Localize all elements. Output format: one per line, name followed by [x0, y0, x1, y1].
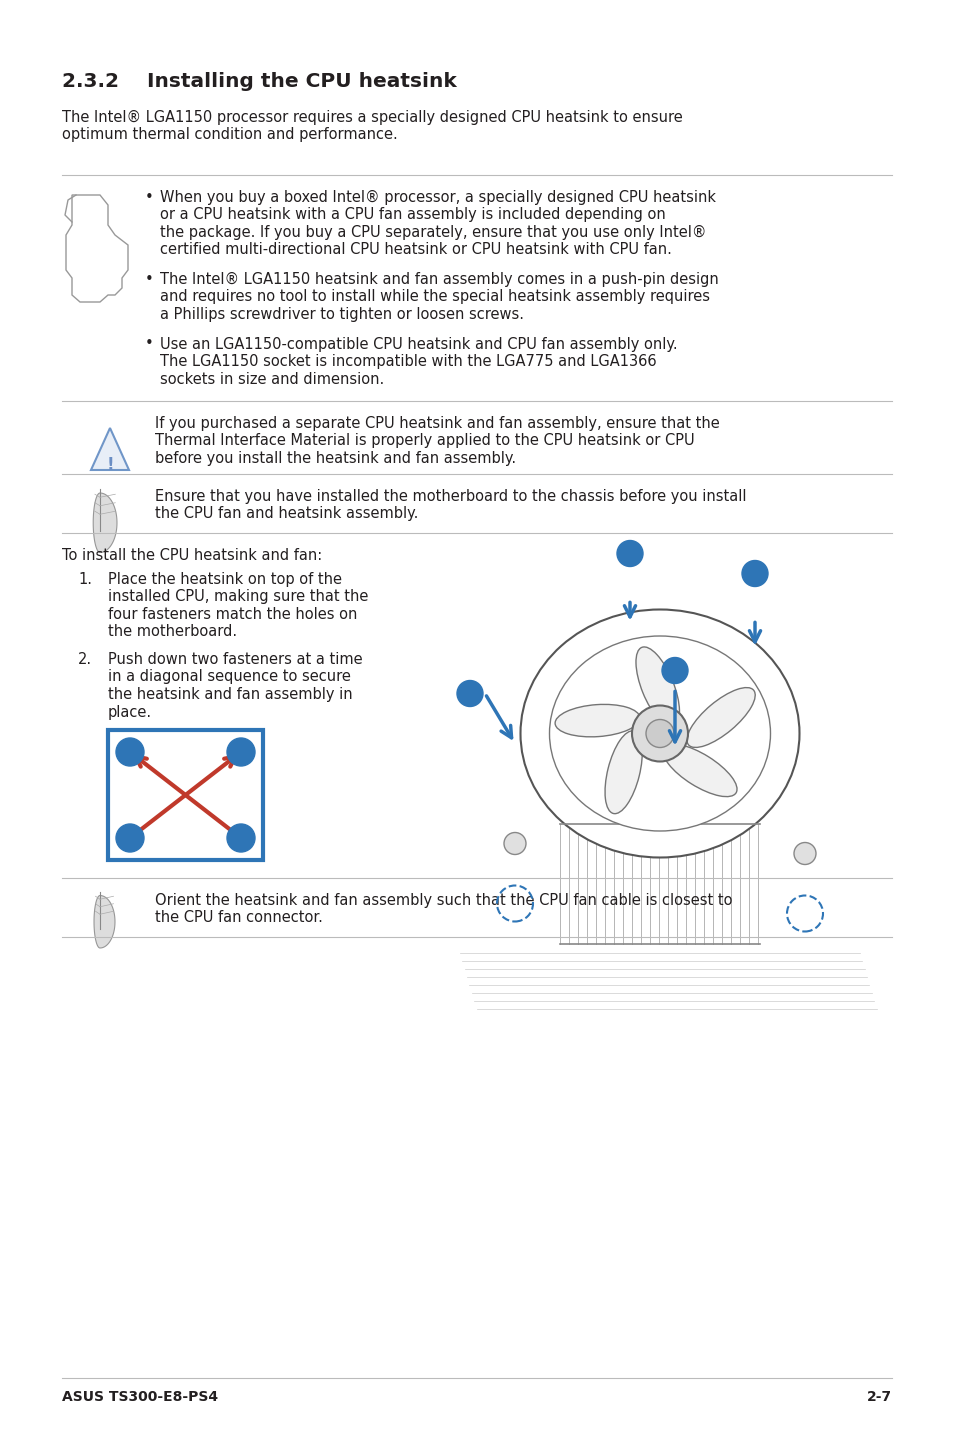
- Text: B: B: [236, 756, 245, 769]
- Text: four fasteners match the holes on: four fasteners match the holes on: [108, 607, 357, 623]
- Text: B: B: [750, 578, 759, 591]
- Text: The LGA1150 socket is incompatible with the LGA775 and LGA1366: The LGA1150 socket is incompatible with …: [160, 354, 656, 370]
- Circle shape: [227, 824, 254, 851]
- Ellipse shape: [662, 743, 737, 797]
- Ellipse shape: [555, 705, 639, 736]
- Polygon shape: [91, 429, 129, 470]
- Text: •: •: [145, 190, 153, 206]
- Polygon shape: [94, 896, 115, 948]
- Text: the motherboard.: the motherboard.: [108, 624, 237, 640]
- Text: B: B: [126, 843, 134, 856]
- Text: 2.3.2    Installing the CPU heatsink: 2.3.2 Installing the CPU heatsink: [62, 72, 456, 91]
- Text: A: A: [125, 756, 134, 769]
- Circle shape: [645, 719, 673, 748]
- Text: sockets in size and dimension.: sockets in size and dimension.: [160, 371, 384, 387]
- Text: B: B: [465, 699, 474, 712]
- Text: certified multi-directional CPU heatsink or CPU heatsink with CPU fan.: certified multi-directional CPU heatsink…: [160, 243, 671, 257]
- Bar: [108, 731, 263, 860]
- Circle shape: [617, 541, 642, 567]
- Text: Push down two fasteners at a time: Push down two fasteners at a time: [108, 651, 362, 667]
- Text: place.: place.: [108, 705, 152, 719]
- Text: •: •: [145, 336, 153, 351]
- Text: ASUS TS300-E8-PS4: ASUS TS300-E8-PS4: [62, 1391, 218, 1403]
- Text: installed CPU, making sure that the: installed CPU, making sure that the: [108, 590, 368, 604]
- Text: A: A: [625, 558, 634, 571]
- Text: 2-7: 2-7: [866, 1391, 891, 1403]
- Circle shape: [631, 706, 687, 762]
- Text: Ensure that you have installed the motherboard to the chassis before you install: Ensure that you have installed the mothe…: [154, 489, 745, 521]
- Text: 1.: 1.: [78, 572, 91, 587]
- Circle shape: [793, 843, 815, 864]
- Text: Place the heatsink on top of the: Place the heatsink on top of the: [108, 572, 341, 587]
- Circle shape: [741, 561, 767, 587]
- Text: A: A: [236, 843, 245, 856]
- Text: •: •: [145, 272, 153, 288]
- Circle shape: [661, 657, 687, 683]
- Text: Orient the heatsink and fan assembly such that the CPU fan cable is closest to
t: Orient the heatsink and fan assembly suc…: [154, 893, 732, 926]
- Text: A: A: [670, 676, 679, 689]
- Circle shape: [456, 680, 482, 706]
- Text: When you buy a boxed Intel® processor, a specially designed CPU heatsink: When you buy a boxed Intel® processor, a…: [160, 190, 716, 206]
- Text: !: !: [106, 456, 113, 475]
- Circle shape: [116, 824, 144, 851]
- Ellipse shape: [636, 647, 679, 726]
- Ellipse shape: [520, 610, 799, 857]
- Ellipse shape: [604, 731, 641, 814]
- Text: or a CPU heatsink with a CPU fan assembly is included depending on: or a CPU heatsink with a CPU fan assembl…: [160, 207, 665, 223]
- Ellipse shape: [686, 687, 755, 748]
- Circle shape: [503, 833, 525, 854]
- Circle shape: [116, 738, 144, 766]
- Text: a Phillips screwdriver to tighten or loosen screws.: a Phillips screwdriver to tighten or loo…: [160, 306, 523, 322]
- Text: Use an LGA1150-compatible CPU heatsink and CPU fan assembly only.: Use an LGA1150-compatible CPU heatsink a…: [160, 336, 677, 351]
- Text: The Intel® LGA1150 processor requires a specially designed CPU heatsink to ensur: The Intel® LGA1150 processor requires a …: [62, 109, 682, 142]
- Text: The Intel® LGA1150 heatsink and fan assembly comes in a push-pin design: The Intel® LGA1150 heatsink and fan asse…: [160, 272, 718, 288]
- Text: To install the CPU heatsink and fan:: To install the CPU heatsink and fan:: [62, 548, 322, 564]
- Text: 2.: 2.: [78, 651, 92, 667]
- Polygon shape: [93, 493, 117, 552]
- Text: and requires no tool to install while the special heatsink assembly requires: and requires no tool to install while th…: [160, 289, 709, 305]
- Ellipse shape: [549, 636, 770, 831]
- Text: the heatsink and fan assembly in: the heatsink and fan assembly in: [108, 687, 353, 702]
- Circle shape: [227, 738, 254, 766]
- Text: in a diagonal sequence to secure: in a diagonal sequence to secure: [108, 670, 351, 684]
- Text: the package. If you buy a CPU separately, ensure that you use only Intel®: the package. If you buy a CPU separately…: [160, 224, 706, 240]
- Text: If you purchased a separate CPU heatsink and fan assembly, ensure that the
Therm: If you purchased a separate CPU heatsink…: [154, 416, 719, 466]
